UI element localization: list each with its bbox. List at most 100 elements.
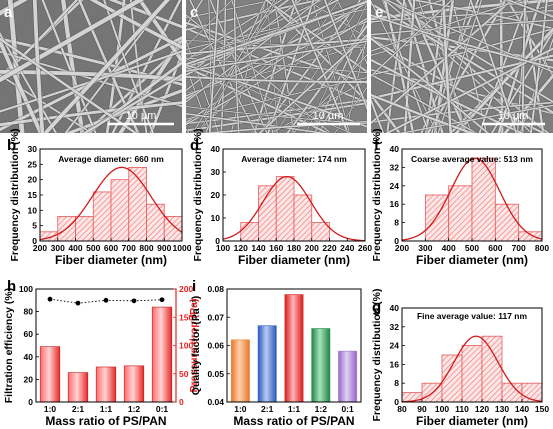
quality-factor-bar [338,350,358,403]
pressure-drop-point [159,297,165,303]
x-axis-label: Mass ratio of PS/PAN [45,414,166,428]
x-tick-label: 1:2 [128,404,141,414]
y2-axis-label: Pressure drop (Pa) [188,299,200,393]
x-tick-label: 220 [322,243,336,253]
histogram-bar [494,203,520,242]
scale-bar-label-a: 10 µm [126,110,157,122]
x-tick-label: 200 [395,243,409,253]
histogram-bar [163,216,183,242]
x-tick-label: 700 [122,243,136,253]
y-tick-label: 24 [390,181,400,191]
histogram-bar [75,216,94,242]
panel-label-i: i [192,278,196,295]
y-axis-label: Frequency distribution (%) [371,128,383,261]
x-tick-label: 1:2 [315,404,328,414]
y-tick-label: 8 [394,218,399,228]
x-tick-label: 0:1 [156,404,169,414]
x-tick-label: 0:1 [341,404,354,414]
x-tick-label: 800 [139,243,153,253]
x-axis-label: Fiber diameter (nm) [238,253,350,267]
filtration-efficiency-bar [39,346,61,403]
filtration-efficiency-bar [67,372,89,403]
x-tick-label: 1:0 [234,404,247,414]
histogram-bar [240,222,259,242]
x-tick-label: 700 [512,243,526,253]
average-diameter-annotation: Fine average value: 117 nm [417,311,528,321]
sem-panel-a: a 10 µm [0,0,182,133]
y2-tick-label: 150 [179,312,193,322]
chart-f: f 200 300 400 500 600 700 800 0 8 16 24 32 40 Fiber di… [371,128,549,267]
x-tick-label: 150 [535,404,549,414]
y-axis-label: Filtration efficiency (%) [3,288,15,404]
y2-tick-label: 0 [179,397,184,407]
y-tick-label: 5 [32,221,37,231]
y-tick-label: 0 [394,236,399,246]
histogram-bar [92,191,112,242]
y-tick-label: 100 [19,284,33,294]
x-tick-label: 400 [68,243,82,253]
y-tick-label: 40 [390,144,400,154]
histogram-bar [275,176,295,242]
gaussian-fit-line [39,166,183,241]
panel-label-g: g [372,299,381,316]
panel-label-d: d [190,137,199,154]
plot-frame [401,307,543,403]
y2-tick-label: 100 [179,341,193,351]
y-tick-label: 25 [28,159,38,169]
x-tick-label: 110 [455,404,469,414]
x-tick-label: 300 [51,243,65,253]
panel-label-b: b [7,137,16,154]
sem-panel-c: c 10 µm [186,0,367,133]
quality-factor-bar [311,328,331,403]
average-diameter-annotation: Average diameter: 660 nm [58,154,164,164]
y-tick-label: 8 [394,378,399,388]
x-tick-label: 500 [86,243,100,253]
x-tick-label: 120 [475,404,489,414]
y-tick-label: 0.07 [207,312,224,322]
y-tick-label: 16 [390,199,400,209]
x-axis-label: Fiber diameter (nm) [55,253,167,267]
y-tick-label: 40 [211,144,221,154]
y-axis-label: Frequency distribution (%) [9,128,21,261]
chart-h: h 1:0 2:1 1:1 1:2 0:1 0 20 40 60 80 100 0 50 100 150 200… [3,278,200,428]
y-tick-label: 15 [28,190,38,200]
gaussian-fit-line [401,157,543,241]
average-diameter-annotation: Coarse average value: 513 nm [411,154,533,164]
histogram-bar [146,203,165,242]
x-tick-label: 100 [435,404,449,414]
x-tick-label: 1:1 [100,404,113,414]
y-tick-label: 0 [28,397,33,407]
scale-bar-label-e: 10 µm [498,110,529,122]
filtration-efficiency-bar [123,365,145,403]
pressure-drop-point [131,298,137,304]
panel-label-f: f [374,137,380,154]
histogram-bar [471,157,496,242]
y-tick-label: 10 [211,213,221,223]
x-tick-label: 80 [397,404,407,414]
filtration-efficiency-bar [151,306,173,403]
x-tick-label: 1000 [173,243,192,253]
pressure-drop-point [75,300,81,306]
x-tick-label: 2:1 [261,404,274,414]
histogram-bar [293,194,313,242]
x-axis-label: Fiber diameter (nm) [416,253,528,267]
y-tick-label: 0 [32,236,37,246]
quality-factor-bar [257,325,277,403]
y-tick-label: 0 [394,397,399,407]
x-tick-label: 900 [157,243,171,253]
panel-label-e: e [375,4,383,21]
x-tick-label: 240 [340,243,354,253]
y-tick-label: 20 [28,175,38,185]
quality-factor-bar [284,294,304,403]
sem-panel-e: e 10 µm [371,0,553,133]
y-axis-label: Frequency distribution (%) [192,128,204,261]
y-tick-label: 16 [390,359,400,369]
chart-g: g 80 90 100 110 120 130 140 150 0 8 16 24 32 40 Fiber d… [371,288,549,428]
x-tick-label: 1:0 [44,404,57,414]
y-tick-label: 0.08 [207,284,224,294]
histogram-bar [481,335,503,403]
x-tick-label: 120 [234,243,248,253]
histogram-bar [461,345,483,403]
